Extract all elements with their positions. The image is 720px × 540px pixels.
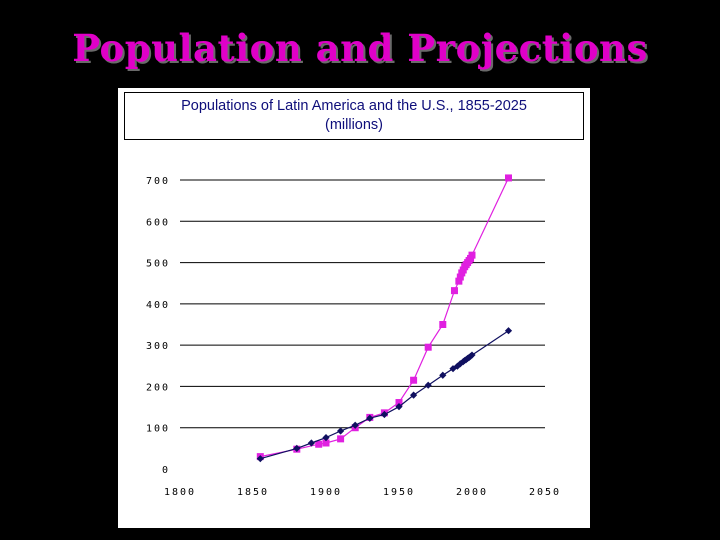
data-point-us (453, 362, 461, 370)
data-point-latin_america (410, 376, 418, 384)
data-point-us (468, 351, 476, 359)
x-tick-label: 1900 (310, 487, 342, 498)
data-point-us (351, 421, 359, 429)
x-tick-label: 1950 (383, 487, 415, 498)
data-point-us (439, 371, 447, 379)
x-tick-label: 2050 (529, 487, 561, 498)
data-point-us (322, 434, 330, 442)
y-tick-label: 200 (146, 382, 170, 393)
data-point-us (395, 403, 403, 411)
population-line-chart: 0 100 200 300 400 500 600 700 1800 1850 1900 1950 20… (146, 174, 561, 498)
y-tick-label: 400 (146, 300, 170, 311)
data-point-us (293, 444, 301, 452)
chart-title-box: Populations of Latin America and the U.S… (124, 92, 584, 140)
data-point-latin_america (395, 399, 403, 407)
data-point-latin_america (456, 273, 464, 281)
grid-lines (180, 179, 545, 429)
data-point-latin_america (439, 321, 447, 328)
axis-labels: 0 100 200 300 400 500 600 700 1800 1850 1900 1950 20… (146, 176, 561, 498)
data-point-latin_america (468, 251, 476, 259)
data-point-latin_america (455, 277, 463, 285)
data-point-us (410, 391, 418, 399)
data-point-latin_america (315, 440, 323, 448)
data-point-us (504, 327, 513, 335)
y-tick-label: 300 (146, 341, 170, 352)
x-tick-label: 1800 (164, 487, 196, 498)
chart-panel: 0 100 200 300 400 500 600 700 1800 1850 1900 1950 20… (118, 88, 590, 528)
y-tick-label: 600 (146, 217, 170, 228)
data-point-us (256, 455, 264, 463)
data-point-us (337, 427, 345, 435)
data-point-us (380, 410, 388, 419)
chart-title: Populations of Latin America and the U.S… (181, 98, 527, 114)
data-series (256, 174, 513, 463)
x-tick-label: 1850 (237, 487, 269, 498)
slide-title: Population and Projections (72, 26, 648, 70)
data-point-latin_america (424, 343, 432, 351)
x-tick-label: 2000 (456, 487, 488, 498)
chart-subtitle: (millions) (325, 117, 383, 133)
data-point-latin_america (337, 435, 345, 443)
y-tick-label: 500 (146, 259, 170, 270)
series-line-us (260, 330, 509, 460)
data-point-latin_america (450, 287, 458, 295)
data-point-latin_america (322, 439, 330, 447)
y-tick-label: 700 (146, 176, 170, 187)
y-tick-label: 100 (146, 424, 170, 435)
data-point-us (424, 381, 432, 389)
data-point-latin_america (505, 174, 512, 182)
data-point-us (366, 414, 374, 422)
y-tick-label: 0 (162, 465, 170, 476)
